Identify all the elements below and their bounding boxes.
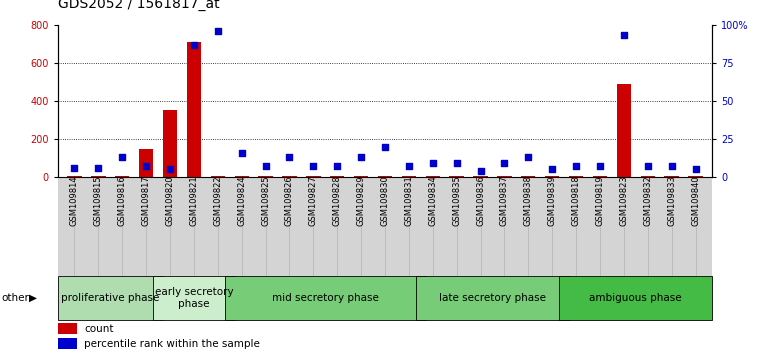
Bar [235,176,249,177]
Bar [153,276,235,320]
Bar [211,176,225,177]
Bar [416,276,569,320]
Bar [115,176,129,177]
Point [188,42,200,47]
Bar [641,176,655,177]
Bar [259,176,273,177]
Point [546,167,558,172]
Text: early secretory
phase: early secretory phase [155,287,233,309]
Point [116,154,129,160]
Point [379,144,391,149]
Point [498,160,511,166]
Bar [187,42,201,177]
Bar [162,110,177,177]
Bar [688,176,703,177]
Bar [450,176,464,177]
Point [570,164,582,169]
Bar [67,176,82,177]
Bar [58,338,77,349]
Bar [665,176,679,177]
Point [236,150,248,155]
Bar [378,176,392,177]
Bar [545,176,559,177]
Text: ▶: ▶ [29,293,37,303]
Point [355,154,367,160]
Point [618,33,630,38]
Point [259,164,272,169]
Bar [593,176,608,177]
Point [450,160,463,166]
Bar [139,149,153,177]
Point [474,168,487,174]
Point [331,164,343,169]
Point [140,164,152,169]
Bar [330,176,344,177]
Bar [306,176,320,177]
Point [522,154,534,160]
Text: percentile rank within the sample: percentile rank within the sample [84,339,259,349]
Bar [426,176,440,177]
Bar [58,324,77,334]
Text: proliferative phase: proliferative phase [61,293,159,303]
Text: other: other [2,293,29,303]
Point [641,164,654,169]
Bar [497,176,511,177]
Point [164,167,176,172]
Text: GDS2052 / 1561817_at: GDS2052 / 1561817_at [58,0,219,11]
Bar [474,176,487,177]
Point [92,165,105,171]
Text: late secretory phase: late secretory phase [439,293,546,303]
Text: ambiguous phase: ambiguous phase [590,293,682,303]
Point [689,167,701,172]
Text: count: count [84,324,113,334]
Bar [283,176,296,177]
Point [307,164,320,169]
Point [212,28,224,34]
Bar [354,176,368,177]
Text: mid secretory phase: mid secretory phase [272,293,379,303]
Point [69,165,81,171]
Point [283,154,296,160]
Bar [402,176,416,177]
Bar [559,276,712,320]
Point [427,160,439,166]
Bar [225,276,426,320]
Bar [58,276,162,320]
Bar [569,176,583,177]
Bar [91,176,105,177]
Bar [617,84,631,177]
Point [594,164,606,169]
Point [665,164,678,169]
Bar [521,176,535,177]
Point [403,164,415,169]
